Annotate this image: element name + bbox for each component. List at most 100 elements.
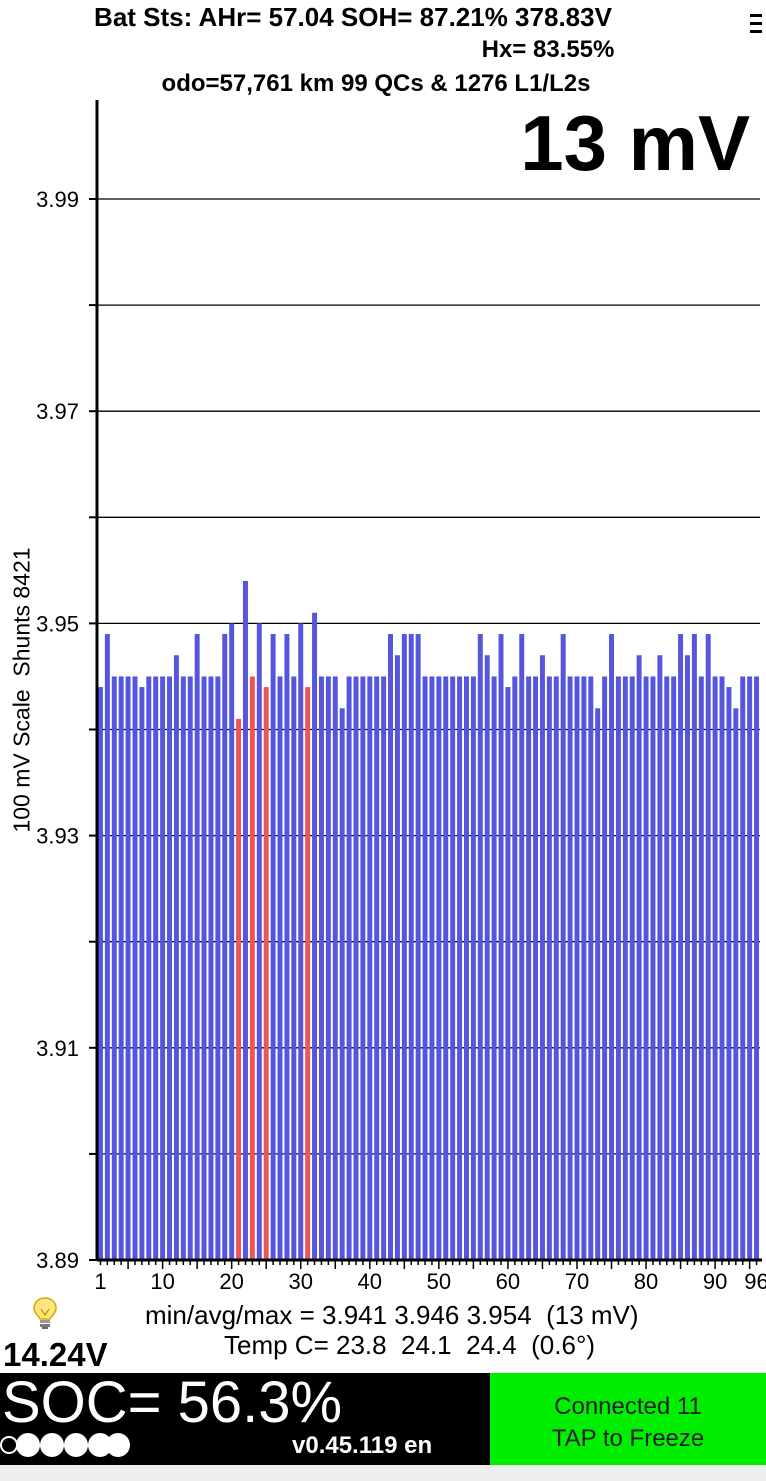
cell-bar bbox=[733, 708, 739, 1260]
cell-bar bbox=[298, 623, 304, 1260]
cell-bar bbox=[318, 676, 324, 1260]
aux-battery-voltage: 14.24V bbox=[3, 1336, 108, 1373]
cell-bar bbox=[277, 676, 283, 1260]
cell-bar bbox=[602, 676, 608, 1260]
cell-bar bbox=[367, 676, 373, 1260]
cell-bar bbox=[484, 655, 490, 1260]
x-tick-label: 20 bbox=[219, 1269, 243, 1294]
cell-bar bbox=[291, 676, 297, 1260]
cell-bar bbox=[284, 634, 290, 1260]
cell-bar bbox=[629, 676, 635, 1260]
cell-bar bbox=[636, 655, 642, 1260]
cell-bar bbox=[526, 676, 532, 1260]
cell-bar bbox=[588, 676, 594, 1260]
cell-bar bbox=[609, 634, 615, 1260]
cell-bar bbox=[698, 676, 704, 1260]
y-tick-label: 3.91 bbox=[36, 1036, 79, 1061]
cell-bar bbox=[519, 634, 525, 1260]
y-tick-label: 3.95 bbox=[36, 611, 79, 636]
cell-bar bbox=[104, 634, 110, 1260]
connection-status: Connected 11 bbox=[554, 1393, 702, 1420]
cell-bar bbox=[332, 676, 338, 1260]
cell-bar bbox=[595, 708, 601, 1260]
cell-bar bbox=[325, 676, 331, 1260]
x-tick-label: 40 bbox=[358, 1269, 382, 1294]
x-tick-label: 80 bbox=[634, 1269, 658, 1294]
cell-bar bbox=[208, 676, 214, 1260]
cell-voltage-chart[interactable]: 3.89 3.91 3.93 3.95 3.97 3.99 1 10 20 30 40 50 60 70 8… bbox=[0, 0, 766, 1300]
cell-bar bbox=[360, 676, 366, 1260]
y-tick-label: 3.93 bbox=[36, 824, 79, 849]
connection-freeze-button[interactable]: Connected 11 TAP to Freeze bbox=[490, 1373, 766, 1465]
cell-bar bbox=[167, 676, 173, 1260]
cell-bar bbox=[671, 676, 677, 1260]
cell-bar bbox=[270, 634, 276, 1260]
lightbulb-icon[interactable] bbox=[32, 1296, 58, 1330]
cell-bar bbox=[346, 676, 352, 1260]
cell-bar bbox=[643, 676, 649, 1260]
cell-bar bbox=[726, 687, 732, 1260]
menu-icon[interactable] bbox=[744, 4, 766, 38]
cell-bar bbox=[194, 634, 200, 1260]
cell-bar bbox=[477, 634, 483, 1260]
cell-bar bbox=[657, 655, 663, 1260]
cell-bar bbox=[256, 623, 262, 1260]
cell-bar bbox=[678, 634, 684, 1260]
soc-value: SOC= 56.3% bbox=[2, 1373, 343, 1435]
cell-bar bbox=[422, 676, 428, 1260]
x-tick-label: 96 bbox=[744, 1269, 766, 1294]
cell-bar bbox=[457, 676, 463, 1260]
cell-bar bbox=[664, 676, 670, 1260]
cell-bar bbox=[381, 676, 387, 1260]
y-tick-label: 3.99 bbox=[36, 187, 79, 212]
cell-bar bbox=[560, 634, 566, 1260]
cell-bar bbox=[567, 676, 573, 1260]
cell-bar bbox=[118, 676, 124, 1260]
cell-bar bbox=[173, 655, 179, 1260]
cell-bar bbox=[443, 676, 449, 1260]
cell-bar bbox=[339, 708, 345, 1260]
cell-bar bbox=[429, 676, 435, 1260]
soc-panel: SOC= 56.3% bbox=[0, 1373, 490, 1465]
cell-bar bbox=[160, 676, 166, 1260]
battery-status-line: Bat Sts: AHr= 57.04 SOH= 87.21% 378.83V bbox=[94, 2, 612, 32]
cell-bar bbox=[712, 676, 718, 1260]
cell-bar bbox=[132, 676, 138, 1260]
cell-bar bbox=[215, 676, 221, 1260]
system-nav-bar bbox=[0, 1465, 766, 1481]
shunted-cell-bar bbox=[249, 676, 255, 1260]
cell-bar bbox=[201, 676, 207, 1260]
cell-bar bbox=[388, 634, 394, 1260]
cell-bar bbox=[581, 676, 587, 1260]
cell-bar bbox=[539, 655, 545, 1260]
cell-bar bbox=[401, 634, 407, 1260]
x-tick-label: 70 bbox=[565, 1269, 589, 1294]
shunted-cell-bar bbox=[236, 718, 242, 1260]
cell-bar bbox=[505, 687, 511, 1260]
cell-bar bbox=[498, 634, 504, 1260]
cell-bar bbox=[242, 580, 248, 1260]
cell-bar bbox=[719, 676, 725, 1260]
shunted-cell-bar bbox=[263, 687, 269, 1260]
x-tick-label: 10 bbox=[150, 1269, 174, 1294]
cell-bar bbox=[650, 676, 656, 1260]
cell-bar bbox=[353, 676, 359, 1260]
cell-bar bbox=[394, 655, 400, 1260]
x-tick-label: 60 bbox=[496, 1269, 520, 1294]
cell-bar bbox=[180, 676, 186, 1260]
cell-bar bbox=[153, 676, 159, 1260]
cell-bar bbox=[450, 676, 456, 1260]
cell-bar bbox=[111, 676, 117, 1260]
cell-bar bbox=[187, 676, 193, 1260]
cell-bar bbox=[415, 634, 421, 1260]
page-indicator-dots[interactable] bbox=[0, 1430, 140, 1460]
cell-bar bbox=[139, 687, 145, 1260]
shunted-cell-bar bbox=[305, 687, 311, 1260]
hx-line: Hx= 83.55% bbox=[481, 36, 615, 63]
min-avg-max-stats: min/avg/max = 3.941 3.946 3.954 (13 mV) bbox=[145, 1300, 639, 1330]
x-tick-label: 50 bbox=[427, 1269, 451, 1294]
cell-bar bbox=[436, 676, 442, 1260]
x-tick-label: 90 bbox=[703, 1269, 727, 1294]
cell-bar bbox=[491, 676, 497, 1260]
cell-bar bbox=[463, 676, 469, 1260]
